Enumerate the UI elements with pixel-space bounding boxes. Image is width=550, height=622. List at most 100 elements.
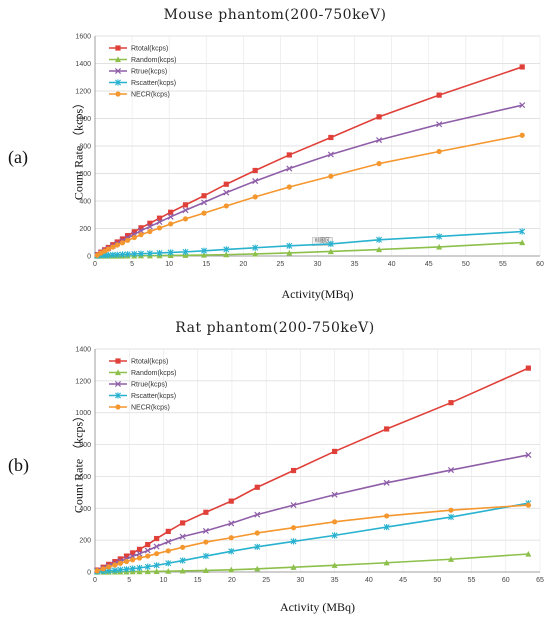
chart-a-legend-marker-rtotal — [115, 45, 121, 51]
chart-b-xtick-label: 65 — [536, 577, 544, 584]
chart-a-series-random-point — [252, 250, 259, 257]
chart-a-series-rtrue-point — [201, 199, 208, 206]
chart-b-series-necr-point — [117, 560, 123, 566]
chart-a-legend-label-necr: NECR(kcps) — [131, 92, 170, 99]
chart-a-series-rtrue-point — [223, 189, 230, 196]
chart-a-series-rtrue-point — [327, 151, 334, 158]
chart-a-xtick-label: 60 — [536, 261, 544, 268]
chart-a-series-rtotal-point — [201, 193, 207, 199]
chart-a-series-rtrue-point — [146, 223, 153, 230]
chart-a-ytick-label: 1000 — [75, 116, 91, 123]
chart-b-series-rscatter-point — [383, 523, 390, 531]
chart-a-series-rtrue-point — [436, 121, 443, 128]
chart-b-series-rscatter-point — [136, 564, 143, 571]
chart-a-ytick-label: 200 — [79, 226, 91, 233]
chart-a-series-necr-point — [125, 237, 131, 243]
chart-b-xlabel: Activity (MBq) — [280, 600, 355, 614]
chart-b-series-random-point — [179, 567, 186, 574]
chart-a-series-rscatter-point — [252, 244, 259, 251]
chart-a-series-necr-point — [131, 234, 137, 241]
chart-b-legend-label-rtotal: Rtotal(kcps) — [131, 359, 168, 366]
chart-a-series-random-point — [286, 249, 293, 256]
chart-a-legend-label-random: Random(kcps) — [131, 57, 177, 64]
chart-b-series-necr-point — [254, 530, 260, 536]
chart-a-series-rscatter-point — [182, 248, 189, 255]
chart-a-series-necr-point — [147, 228, 153, 235]
chart-b-xtick-label: 5 — [127, 577, 131, 584]
chart-a-series-rtotal-point — [156, 215, 163, 221]
chart-a-series-rscatter-point — [167, 249, 174, 256]
chart-b-series-random-point — [228, 566, 235, 573]
chart-b-series-necr-point — [112, 562, 118, 568]
chart-a-series-random-line — [97, 241, 523, 257]
chart-b-series-rtotal-point — [203, 509, 209, 515]
chart-b-series-random-point — [202, 567, 209, 574]
chart-b-series-rtrue-point — [228, 520, 235, 527]
chart-a-series-rtrue-point — [156, 219, 163, 226]
chart-b-series-necr-point — [154, 551, 160, 557]
chart-b-ytick-label: 1000 — [75, 410, 91, 417]
chart-a-legend-marker-random — [115, 56, 121, 63]
chart-b-series-random-point — [448, 556, 454, 562]
chart-a-legend-marker-rscatter — [115, 79, 121, 86]
chart-a-xtick-label: 50 — [462, 261, 470, 268]
chart-b-xtick-label: 40 — [365, 577, 373, 584]
panel-label-a: (a) — [8, 147, 28, 167]
chart-b-xtick-label: 50 — [433, 577, 441, 584]
chart-b-series-necr-point — [290, 525, 297, 531]
chart-a-series-necr-point — [156, 225, 163, 231]
chart-b-ytick-label: 400 — [79, 506, 91, 513]
chart-a-series-necr-point — [436, 148, 442, 155]
chart-a-series-necr-point — [519, 132, 525, 138]
chart-b-series-rscatter-point — [448, 513, 454, 521]
chart-a-ytick-label: 400 — [79, 199, 91, 206]
chart-a-xtick-label: 30 — [314, 261, 322, 268]
chart-a-legend-label-rtrue: Rtrue(kcps) — [131, 69, 167, 76]
chart-b-series-rtotal-point — [448, 400, 454, 406]
chart-a-series-rscatter-point — [109, 251, 116, 258]
chart-b-series-rtotal-point — [130, 550, 136, 556]
chart-b-series-rscatter-point — [129, 565, 136, 572]
chart-a-series-rscatter-point — [119, 251, 126, 258]
chart-b-series-random-point — [153, 568, 160, 574]
chart-b-legend-marker-necr — [115, 404, 121, 410]
chart-a-series-necr-point — [286, 184, 292, 190]
chart-b-series-necr-point — [136, 555, 143, 561]
chart-b-series-necr-point — [130, 557, 136, 563]
chart-a-series-necr-point — [168, 221, 174, 227]
chart-b-series-rtrue-point — [153, 543, 160, 550]
chart-a-series-rtotal-point — [252, 167, 258, 174]
chart-b-series-rtotal-point — [384, 426, 390, 432]
chart-b-series-rscatter-line — [96, 502, 529, 573]
chart-a-series-rscatter-point — [137, 250, 144, 257]
chart-b-series-rtrue-point — [525, 451, 532, 458]
chart-b-series-rscatter-point — [202, 552, 209, 560]
chart-a-series-necr-point — [201, 210, 207, 216]
chart-b-xtick-label: 15 — [194, 577, 202, 584]
chart-b-series-random-line — [97, 553, 529, 573]
chart-b-xtick-label: 10 — [160, 577, 168, 584]
chart-a-series-random-point — [519, 239, 526, 246]
chart-a-series-rtrue-point — [182, 207, 189, 214]
chart-b-xtick-label: 25 — [262, 577, 270, 584]
chart-a-series-random-point — [327, 248, 334, 255]
chart-b-series-rtotal-point — [136, 546, 143, 552]
chart-a-series-rtrue-point — [137, 227, 145, 234]
chart-a-legend-label-rscatter: Rscatter(kcps) — [131, 80, 176, 87]
chart-a-series-rscatter-point — [286, 242, 293, 249]
chart-a-xtick-label: 35 — [351, 261, 359, 268]
chart-b-legend-marker-rtotal — [115, 358, 121, 364]
chart-a-series-rtrue-point — [286, 165, 293, 172]
chart-a-series-rscatter-point — [131, 250, 138, 258]
chart-b-series-rtotal-point — [228, 498, 234, 504]
panel-label-b: (b) — [8, 455, 29, 475]
chart-a-series-rtotal-point — [131, 229, 137, 235]
chart-b-series-rtotal-point — [290, 467, 297, 474]
chart-b-legend-label-necr: NECR(kcps) — [131, 405, 170, 412]
chart-a-series-rtrue-point — [252, 178, 259, 185]
chart-b-series-necr-point — [100, 566, 106, 572]
chart-b-series-rtotal-point — [332, 448, 338, 455]
chart-a-xtick-label: 25 — [277, 261, 285, 268]
chart-a-legend-label-rtotal: Rtotal(kcps) — [131, 46, 168, 53]
chart-b-xtick-label: 20 — [228, 577, 236, 584]
